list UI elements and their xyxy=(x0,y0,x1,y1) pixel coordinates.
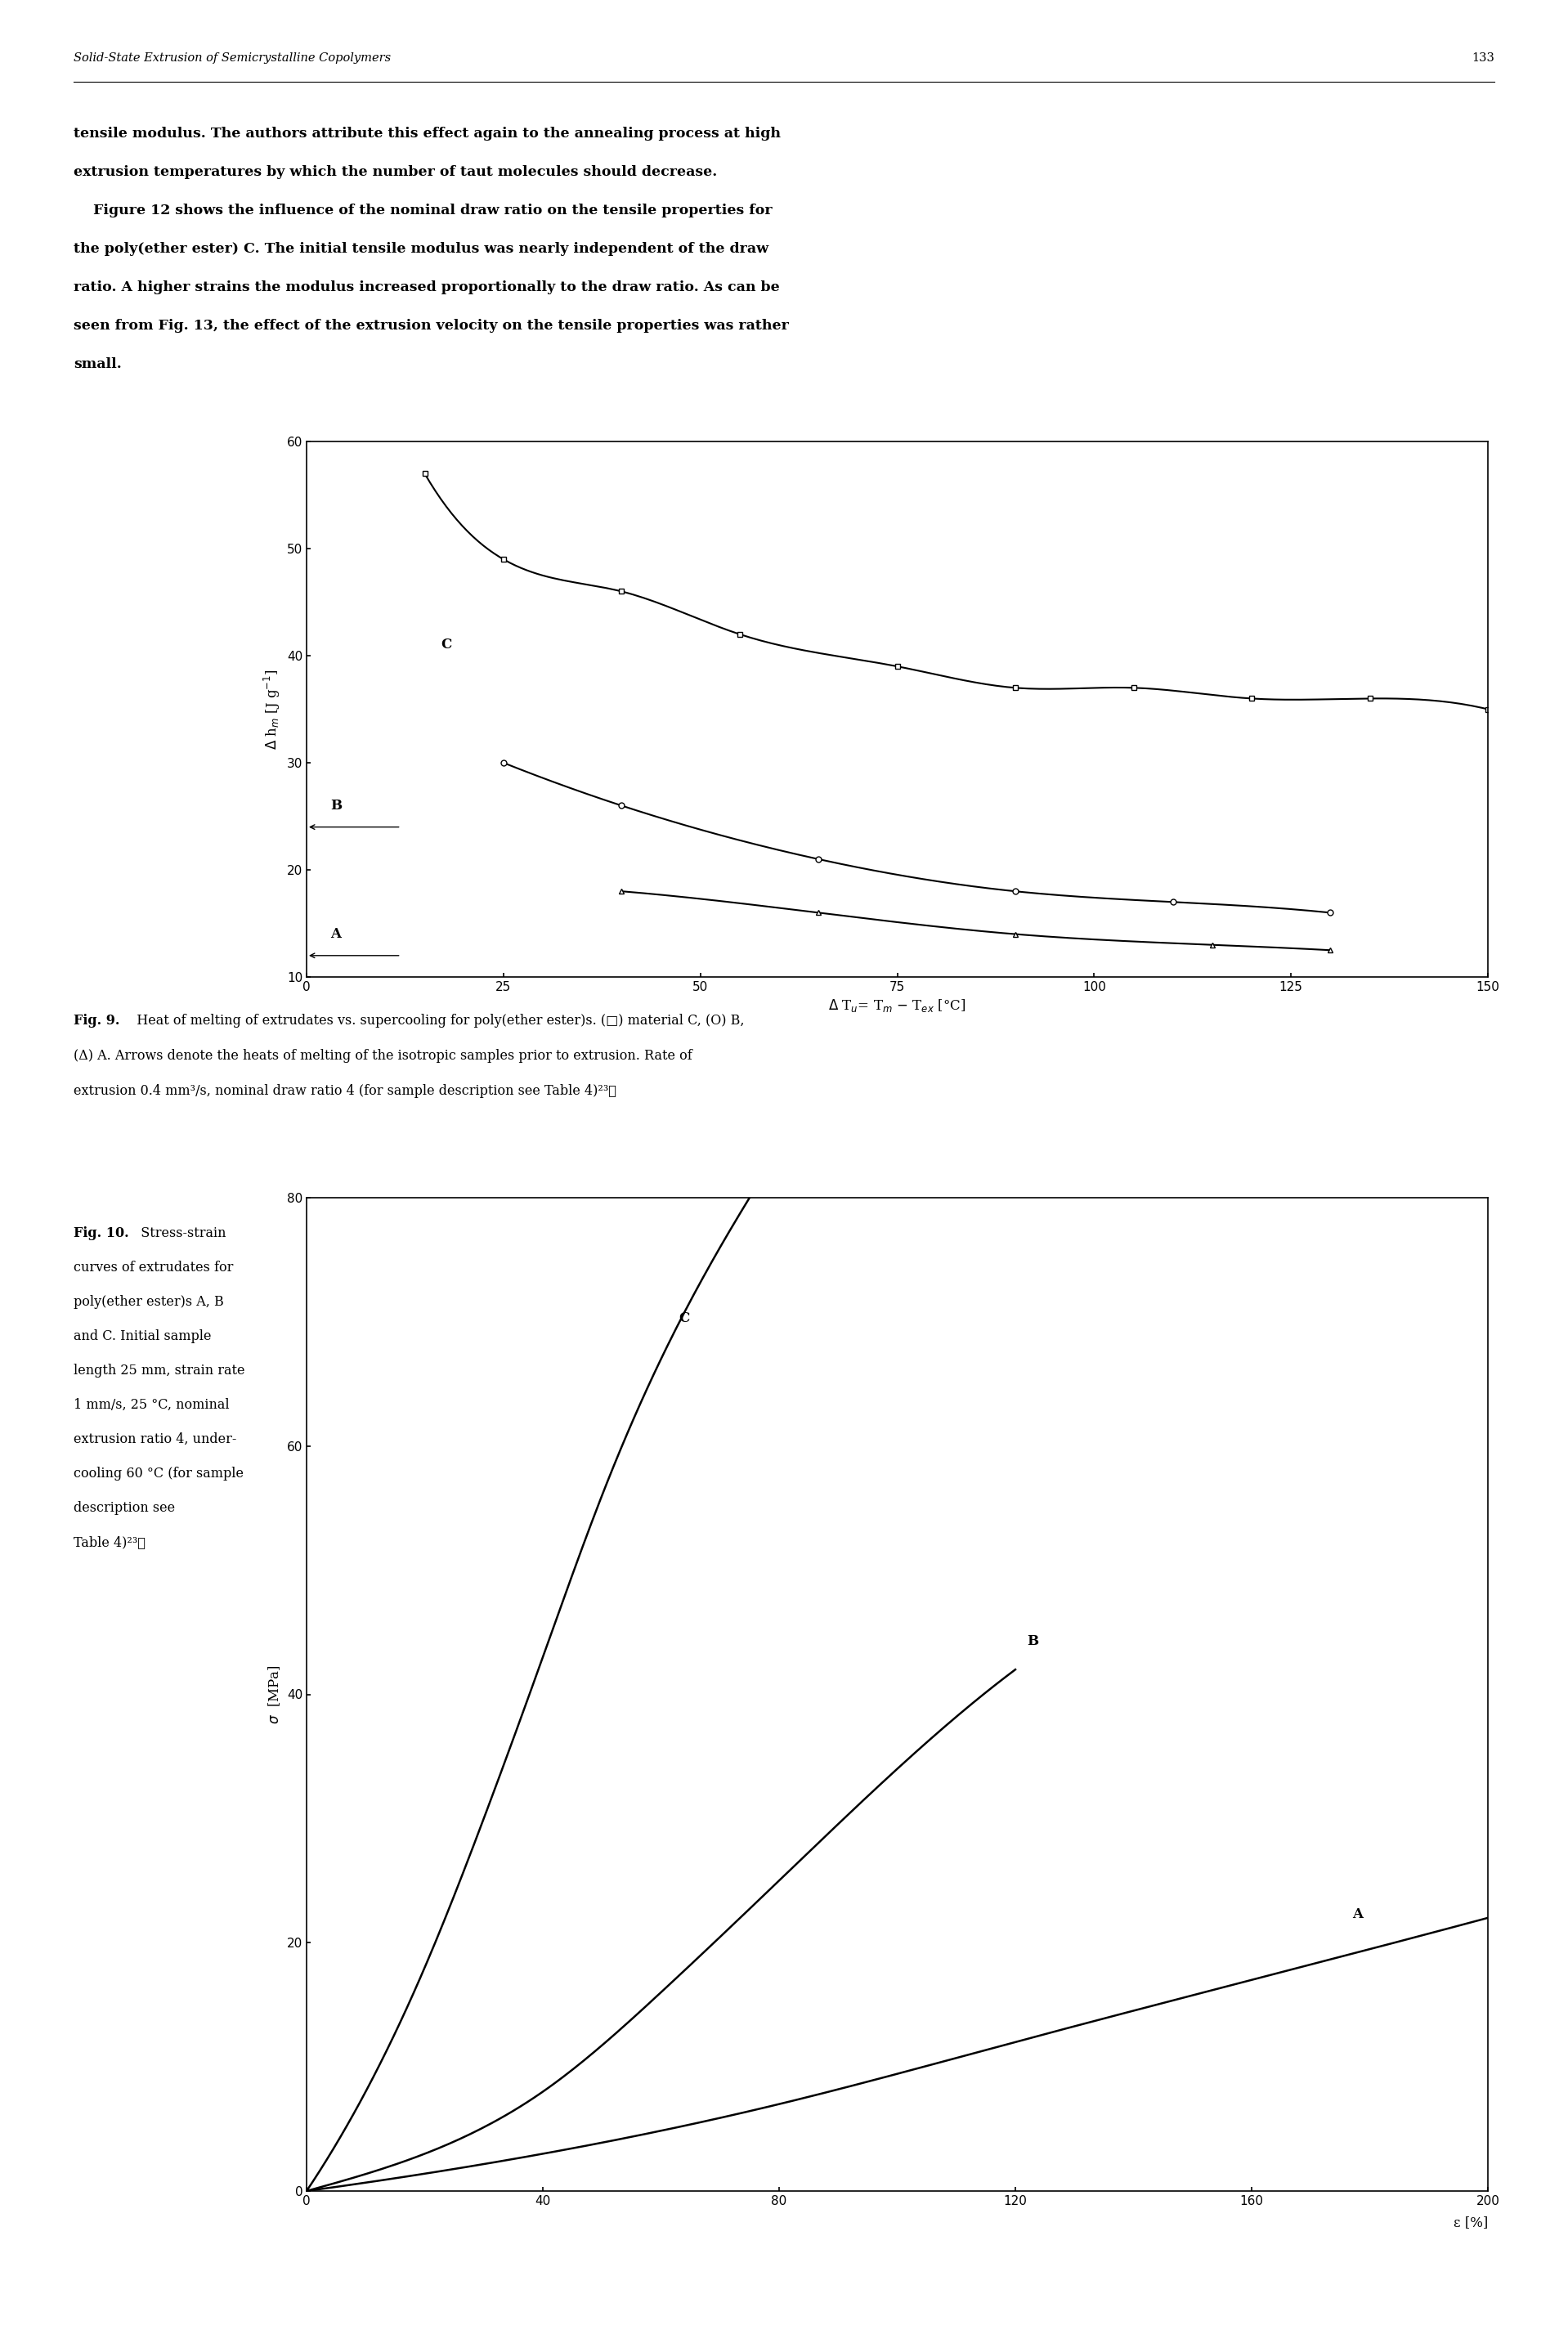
Text: Fig. 10.: Fig. 10. xyxy=(74,1226,129,1240)
Text: cooling 60 °C (for sample: cooling 60 °C (for sample xyxy=(74,1466,243,1480)
Text: description see: description see xyxy=(74,1501,176,1514)
Text: extrusion temperatures by which the number of taut molecules should decrease.: extrusion temperatures by which the numb… xyxy=(74,165,717,179)
Text: C: C xyxy=(679,1312,690,1326)
Text: (Δ) A. Arrows denote the heats of melting of the isotropic samples prior to extr: (Δ) A. Arrows denote the heats of meltin… xyxy=(74,1048,691,1062)
X-axis label: $\Delta$ T$_u$= T$_m$ $-$ T$_{ex}$ [°C]: $\Delta$ T$_u$= T$_m$ $-$ T$_{ex}$ [°C] xyxy=(828,997,966,1014)
Text: B: B xyxy=(331,799,342,813)
Text: tensile modulus. The authors attribute this effect again to the annealing proces: tensile modulus. The authors attribute t… xyxy=(74,126,781,140)
Text: extrusion ratio 4, under-: extrusion ratio 4, under- xyxy=(74,1433,237,1447)
Y-axis label: $\Delta$ h$_m$ [J g$^{-1}$]: $\Delta$ h$_m$ [J g$^{-1}$] xyxy=(262,669,282,750)
Text: Figure 12 shows the influence of the nominal draw ratio on the tensile propertie: Figure 12 shows the influence of the nom… xyxy=(74,203,773,217)
Text: extrusion 0.4 mm³/s, nominal draw ratio 4 (for sample description see Table 4)²³: extrusion 0.4 mm³/s, nominal draw ratio … xyxy=(74,1083,616,1097)
Text: 1 mm/s, 25 °C, nominal: 1 mm/s, 25 °C, nominal xyxy=(74,1398,229,1412)
Text: A: A xyxy=(331,927,340,941)
Text: and C. Initial sample: and C. Initial sample xyxy=(74,1330,212,1342)
Text: C: C xyxy=(441,638,452,652)
Text: Stress-strain: Stress-strain xyxy=(132,1226,226,1240)
Text: seen from Fig. 13, the effect of the extrusion velocity on the tensile propertie: seen from Fig. 13, the effect of the ext… xyxy=(74,319,789,333)
Text: Fig. 9.: Fig. 9. xyxy=(74,1014,119,1028)
Text: curves of extrudates for: curves of extrudates for xyxy=(74,1261,234,1275)
Text: ε [%]: ε [%] xyxy=(1454,2216,1488,2230)
Text: small.: small. xyxy=(74,356,122,370)
Y-axis label: $\sigma$  [MPa]: $\sigma$ [MPa] xyxy=(267,1664,282,1724)
Text: ratio. A higher strains the modulus increased proportionally to the draw ratio. : ratio. A higher strains the modulus incr… xyxy=(74,280,779,294)
Text: Solid-State Extrusion of Semicrystalline Copolymers: Solid-State Extrusion of Semicrystalline… xyxy=(74,51,390,63)
Text: the poly(ether ester) C. The initial tensile modulus was nearly independent of t: the poly(ether ester) C. The initial ten… xyxy=(74,242,768,256)
Text: B: B xyxy=(1027,1633,1038,1647)
Text: 133: 133 xyxy=(1472,51,1494,63)
Text: Heat of melting of extrudates vs. supercooling for poly(ether ester)s. (□) mater: Heat of melting of extrudates vs. superc… xyxy=(129,1014,745,1028)
Text: poly(ether ester)s A, B: poly(ether ester)s A, B xyxy=(74,1295,224,1309)
Text: A: A xyxy=(1352,1908,1363,1922)
Text: Table 4)²³⧩: Table 4)²³⧩ xyxy=(74,1535,146,1549)
Text: length 25 mm, strain rate: length 25 mm, strain rate xyxy=(74,1363,245,1377)
